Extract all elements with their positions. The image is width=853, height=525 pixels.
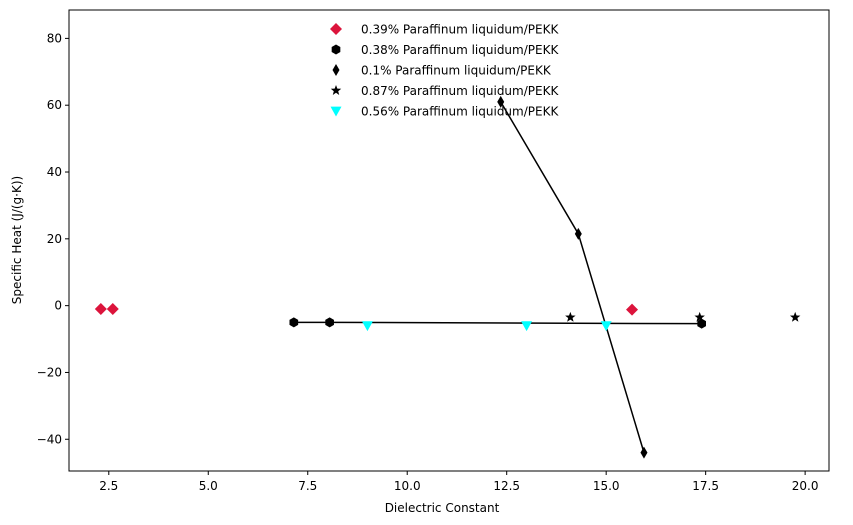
data-point-s2-p2 <box>640 446 648 459</box>
series-line-2 <box>500 101 645 453</box>
series-line-1 <box>293 321 702 325</box>
legend-marker-2 <box>332 64 340 76</box>
data-point-s2-p0 <box>497 95 505 108</box>
legend: 0.39% Paraffinum liquidum/PEKK 0.38% Para… <box>330 23 559 119</box>
x-tick-label: 12.5 <box>493 479 520 493</box>
data-point-s3-p0 <box>565 311 576 322</box>
y-tick-label: 0 <box>54 299 62 313</box>
legend-label-4: 0.56% Paraffinum liquidum/PEKK <box>361 105 559 119</box>
data-point-s3-p1 <box>694 311 705 322</box>
data-point-s4-p0 <box>361 321 373 332</box>
data-point-s1-p2 <box>697 318 706 329</box>
data-point-s4-p1 <box>521 321 533 332</box>
y-tick-label: 20 <box>47 232 62 246</box>
data-point-s1-p1 <box>325 317 334 328</box>
data-point-s0-p1 <box>106 302 119 315</box>
data-point-s4-p2 <box>600 321 612 332</box>
legend-label-3: 0.87% Paraffinum liquidum/PEKK <box>361 84 559 98</box>
y-tick-label: 60 <box>47 98 62 112</box>
legend-marker-0 <box>330 23 342 35</box>
x-tick-label: 15.0 <box>593 479 620 493</box>
data-point-s2-p1 <box>574 227 582 240</box>
x-tick-label: 10.0 <box>394 479 421 493</box>
y-axis-label: Specific Heat (J/(g·K)) <box>10 176 24 304</box>
data-point-s0-p0 <box>94 302 107 315</box>
y-tick-label: −40 <box>37 432 62 446</box>
axes: 2.5 5.0 7.5 10.0 12.5 15.0 17.5 20.0 −40 −20 0 20 40… <box>37 9 830 493</box>
x-tick-label: 2.5 <box>99 479 118 493</box>
y-tick-label: −20 <box>37 365 62 379</box>
y-tick-label: 80 <box>47 31 62 45</box>
plot-frame <box>68 9 830 472</box>
y-tick-label: 40 <box>47 165 62 179</box>
legend-label-1: 0.38% Paraffinum liquidum/PEKK <box>361 43 559 57</box>
legend-marker-1 <box>331 44 341 55</box>
data-point-s1-p0 <box>289 317 299 328</box>
legend-marker-4 <box>330 106 342 117</box>
plot-area <box>94 95 801 459</box>
data-point-s0-p2 <box>626 303 639 316</box>
legend-label-0: 0.39% Paraffinum liquidum/PEKK <box>361 23 559 37</box>
x-tick-label: 5.0 <box>199 479 218 493</box>
legend-label-2: 0.1% Paraffinum liquidum/PEKK <box>361 64 552 78</box>
legend-marker-3 <box>330 85 342 95</box>
x-tick-label: 17.5 <box>692 479 719 493</box>
x-tick-label: 7.5 <box>298 479 317 493</box>
data-point-s3-p2 <box>789 311 801 322</box>
x-axis-label: Dielectric Constant <box>385 501 500 515</box>
x-tick-label: 20.0 <box>792 479 819 493</box>
